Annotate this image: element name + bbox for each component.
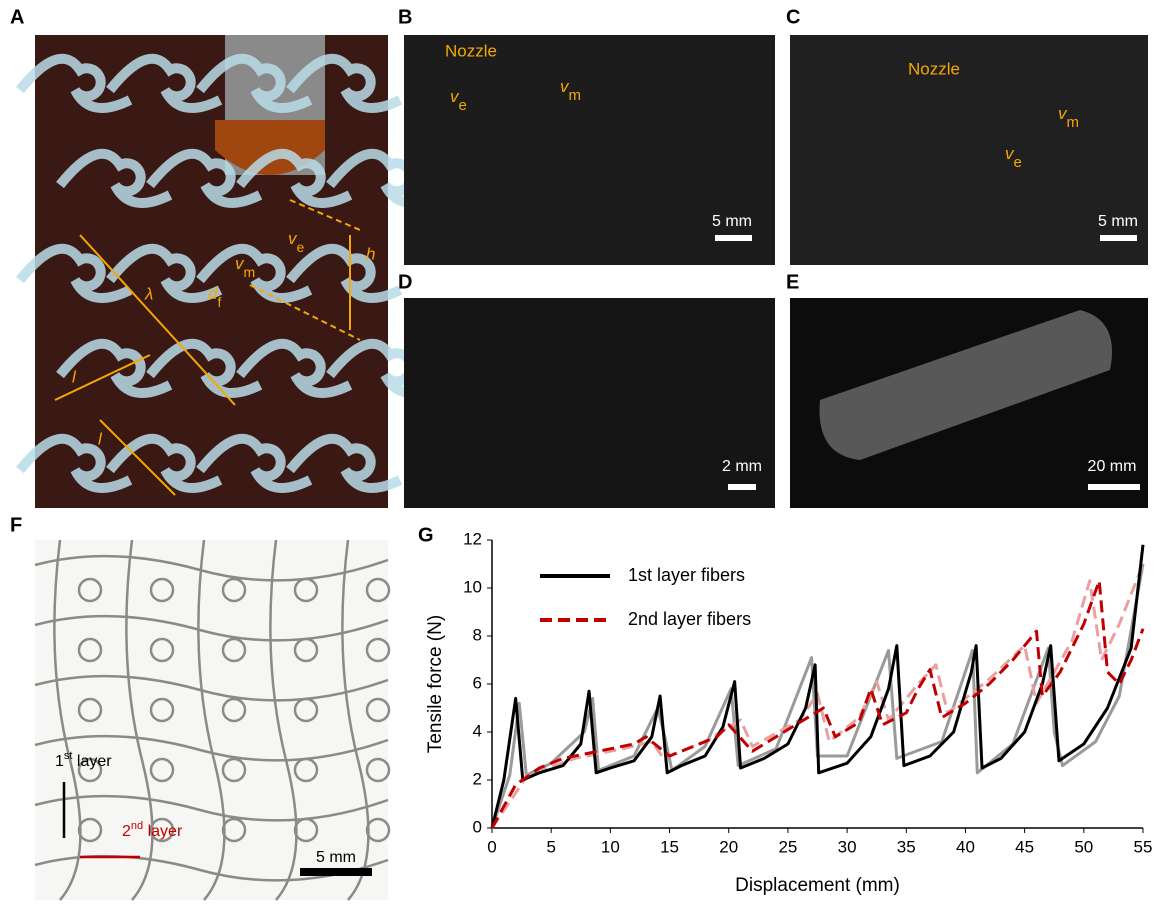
text: layer — [143, 823, 183, 840]
subscript: e — [459, 97, 467, 114]
x-tick-label: 10 — [601, 837, 620, 856]
y-tick-label: 10 — [463, 577, 482, 596]
legend-label: 1st layer fibers — [628, 565, 745, 585]
y-tick-label: 0 — [473, 817, 482, 836]
subscript: f — [217, 294, 221, 310]
y-tick-label: 2 — [473, 769, 482, 788]
legend-label: 2nd layer fibers — [628, 609, 751, 629]
panel-label: C — [786, 6, 800, 28]
annotation: Nozzle — [908, 59, 960, 78]
text: layer — [72, 753, 112, 770]
x-tick-label: 5 — [546, 837, 555, 856]
panel-label: A — [10, 6, 24, 28]
scale-label: 5 mm — [1098, 213, 1138, 230]
annotation: h — [366, 244, 375, 263]
superscript: st — [64, 750, 73, 762]
x-tick-label: 20 — [719, 837, 738, 856]
annotation: 1st layer — [55, 750, 112, 770]
text: 2 — [122, 823, 131, 840]
subscript: m — [244, 264, 256, 280]
annotation: Nozzle — [445, 41, 497, 60]
annotation: λ — [144, 284, 153, 303]
subscript: m — [1067, 114, 1080, 131]
x-tick-label: 50 — [1074, 837, 1093, 856]
x-tick-label: 45 — [1015, 837, 1034, 856]
scale-label: 5 mm — [316, 849, 356, 866]
figure: A vm ve h df λ l l B Nozzle ve vm 5 mm C… — [0, 0, 1158, 904]
scale-bar — [1100, 235, 1137, 241]
subscript: m — [569, 87, 582, 104]
scale-label: 20 mm — [1088, 458, 1137, 475]
scale-label: 5 mm — [712, 213, 752, 230]
scale-label: 2 mm — [722, 458, 762, 475]
y-tick-label: 12 — [463, 529, 482, 548]
superscript: nd — [131, 820, 143, 832]
x-tick-label: 35 — [897, 837, 916, 856]
x-axis-label: Displacement (mm) — [735, 875, 900, 896]
panel-d-image — [404, 298, 775, 508]
panel-label: B — [398, 6, 412, 28]
scale-bar — [728, 484, 756, 490]
y-tick-label: 6 — [473, 673, 482, 692]
scale-bar — [715, 235, 752, 241]
x-tick-label: 40 — [956, 837, 975, 856]
subscript: e — [297, 239, 305, 255]
y-tick-label: 4 — [473, 721, 482, 740]
panel-b-image — [404, 35, 775, 265]
y-axis-label: Tensile force (N) — [425, 615, 446, 753]
x-tick-label: 55 — [1134, 837, 1153, 856]
panel-label: F — [10, 514, 22, 536]
x-tick-label: 15 — [660, 837, 679, 856]
scale-bar — [300, 868, 372, 876]
x-tick-label: 30 — [838, 837, 857, 856]
scale-bar — [1088, 484, 1140, 490]
chart: 0 5 10 15 20 25 30 35 40 45 50 55 0 2 4 6 8 10 12 Displacem… — [425, 529, 1152, 896]
panel-label: E — [786, 271, 799, 293]
y-tick-label: 8 — [473, 625, 482, 644]
panel-c-image — [790, 35, 1148, 265]
text: 1 — [55, 753, 64, 770]
panel-label: D — [398, 271, 412, 293]
panel-label: G — [418, 524, 434, 546]
x-tick-label: 0 — [487, 837, 496, 856]
x-tick-label: 25 — [778, 837, 797, 856]
subscript: e — [1014, 154, 1022, 171]
